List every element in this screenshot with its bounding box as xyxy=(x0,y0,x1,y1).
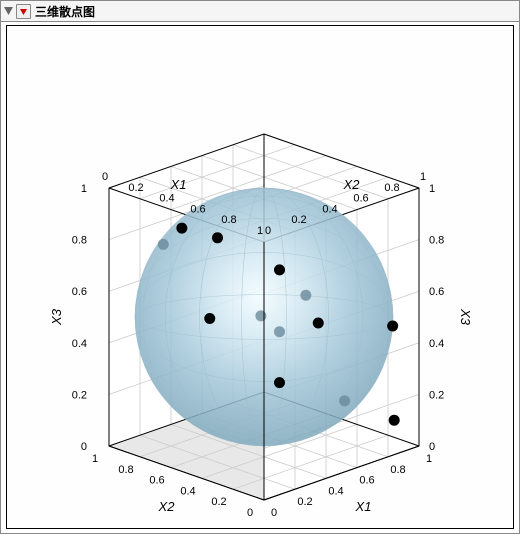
disclosure-triangle-icon[interactable] xyxy=(3,6,14,17)
svg-text:0.4: 0.4 xyxy=(180,485,195,497)
svg-text:0: 0 xyxy=(265,225,271,237)
svg-text:0: 0 xyxy=(271,507,277,519)
svg-text:0: 0 xyxy=(81,441,87,453)
svg-text:0.6: 0.6 xyxy=(149,475,164,487)
svg-text:0.8: 0.8 xyxy=(390,464,405,476)
svg-text:0.2: 0.2 xyxy=(211,496,226,508)
svg-text:0.8: 0.8 xyxy=(118,464,133,476)
svg-text:0.6: 0.6 xyxy=(353,193,368,205)
svg-text:0.4: 0.4 xyxy=(159,193,174,205)
svg-text:0.4: 0.4 xyxy=(322,203,337,215)
svg-text:1: 1 xyxy=(426,453,432,465)
svg-text:0.4: 0.4 xyxy=(328,485,343,497)
svg-text:0.2: 0.2 xyxy=(72,389,87,401)
scatter3d-plot[interactable]: 0 0.2 0.4 0.6 0.8 1 X3 0 0.2 0.4 0.6 0.8 1 X3 0 0.2 0.4 0… xyxy=(7,26,513,528)
svg-text:0.6: 0.6 xyxy=(429,286,444,298)
svg-text:X2: X2 xyxy=(343,177,361,192)
svg-text:1: 1 xyxy=(92,453,98,465)
svg-text:0.2: 0.2 xyxy=(128,182,143,194)
svg-text:X2: X2 xyxy=(158,499,176,514)
svg-text:1: 1 xyxy=(420,171,426,183)
svg-text:0: 0 xyxy=(247,507,253,519)
svg-text:X1: X1 xyxy=(355,499,372,514)
svg-text:0: 0 xyxy=(429,441,435,453)
svg-text:1: 1 xyxy=(81,183,87,195)
svg-text:0.8: 0.8 xyxy=(72,235,87,247)
svg-text:X1: X1 xyxy=(170,177,187,192)
svg-text:0.2: 0.2 xyxy=(429,389,444,401)
svg-text:0.8: 0.8 xyxy=(384,182,399,194)
svg-text:1: 1 xyxy=(257,225,263,237)
svg-text:0.6: 0.6 xyxy=(190,203,205,215)
svg-text:0.6: 0.6 xyxy=(359,475,374,487)
svg-text:0.2: 0.2 xyxy=(297,496,312,508)
svg-text:X3: X3 xyxy=(49,308,64,326)
chart-panel: 三维散点图 00.20.40.60.81X300.20.40.60.81X300… xyxy=(0,0,520,534)
svg-text:X3: X3 xyxy=(458,308,473,326)
svg-text:0: 0 xyxy=(102,171,108,183)
svg-text:0.8: 0.8 xyxy=(429,235,444,247)
panel-title: 三维散点图 xyxy=(35,3,95,20)
chart-area[interactable]: 0 0.2 0.4 0.6 0.8 1 X3 0 0.2 0.4 0.6 0.8 1 X3 0 0.2 0.4 0… xyxy=(2,23,518,533)
svg-text:0.4: 0.4 xyxy=(72,338,87,350)
svg-text:0.8: 0.8 xyxy=(221,214,236,226)
svg-text:1: 1 xyxy=(429,183,435,195)
svg-text:0.4: 0.4 xyxy=(429,338,444,350)
svg-text:0.2: 0.2 xyxy=(291,214,306,226)
panel-title-bar: 三维散点图 xyxy=(1,1,519,22)
hotspot-menu-button[interactable] xyxy=(16,4,31,19)
svg-text:0.6: 0.6 xyxy=(72,286,87,298)
